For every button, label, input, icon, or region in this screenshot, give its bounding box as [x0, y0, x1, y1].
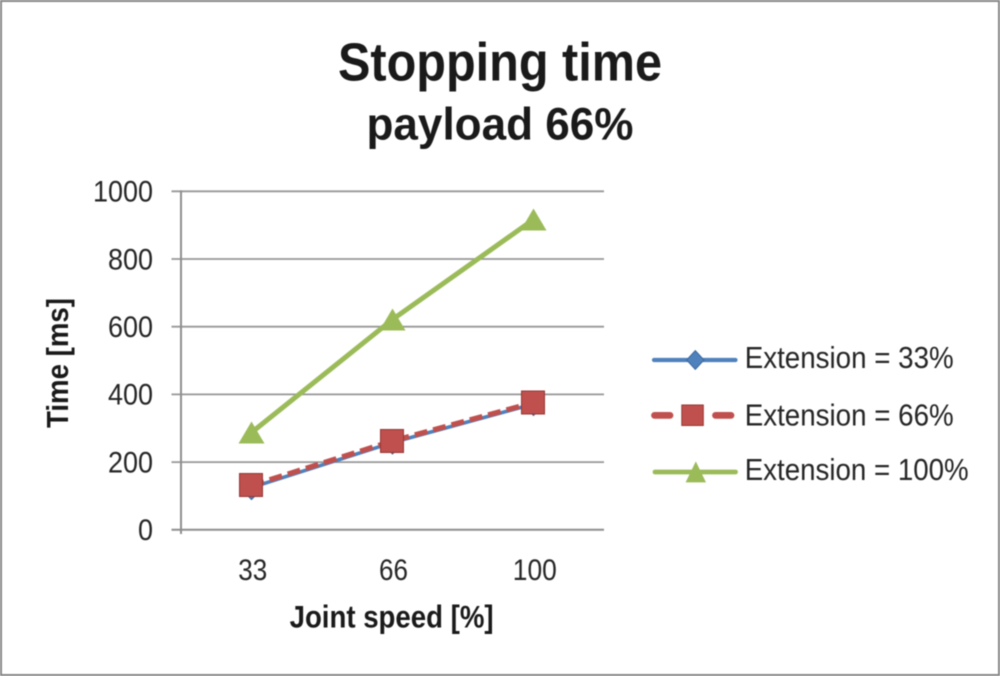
svg-text:Extension = 33%: Extension = 33% [745, 340, 954, 375]
svg-text:Joint speed [%]: Joint speed [%] [290, 598, 494, 634]
svg-text:66: 66 [379, 554, 408, 587]
svg-text:payload 66%: payload 66% [367, 99, 634, 150]
svg-text:400: 400 [108, 379, 153, 412]
svg-text:33: 33 [238, 554, 267, 587]
svg-text:1000: 1000 [93, 176, 153, 209]
svg-text:100: 100 [513, 554, 557, 587]
svg-text:0: 0 [138, 514, 153, 547]
svg-text:600: 600 [108, 311, 153, 344]
svg-text:Extension = 100%: Extension = 100% [745, 452, 969, 487]
svg-text:Stopping time: Stopping time [338, 33, 662, 93]
svg-text:Extension = 66%: Extension = 66% [745, 398, 954, 433]
svg-text:Time [ms]: Time [ms] [40, 298, 75, 428]
svg-text:800: 800 [108, 243, 153, 276]
svg-text:200: 200 [108, 446, 153, 479]
